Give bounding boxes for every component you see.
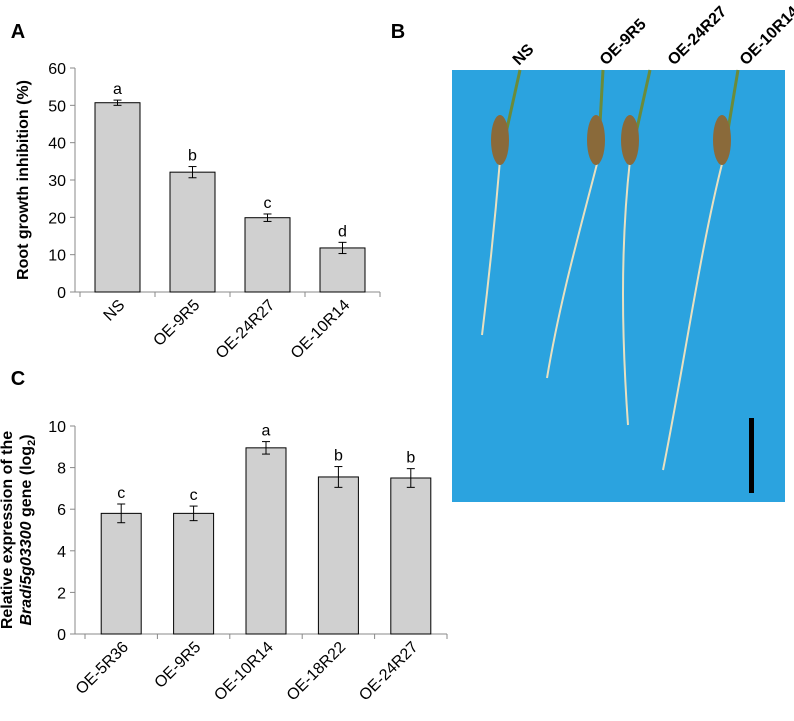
y-tick-label: 50 — [48, 98, 66, 115]
y-tick-label: 8 — [57, 461, 66, 478]
seedlings — [481, 159, 724, 471]
x-tick-label: OE-9R5 — [152, 639, 205, 692]
y-axis-label: Root growth inhibition (%) — [15, 80, 32, 280]
photo-label: OE-24R27 — [665, 3, 731, 69]
y-tick-label: 4 — [57, 544, 66, 561]
panel-label: C — [11, 368, 25, 390]
scale-bar — [749, 418, 754, 493]
significance-letter: a — [262, 423, 271, 440]
x-tick-label: NS — [101, 297, 129, 325]
photo-label: OE-9R5 — [597, 16, 650, 69]
significance-letter: b — [188, 148, 197, 165]
x-tick-label: OE-5R36 — [73, 639, 132, 698]
significance-letter: c — [264, 195, 272, 212]
bar — [245, 447, 287, 635]
y-tick-label: 2 — [57, 585, 66, 602]
bar — [319, 247, 366, 293]
label-text: gene (log — [18, 446, 35, 522]
x-tick-label: OE-10R14 — [288, 297, 354, 363]
y-tick-label: 10 — [48, 419, 66, 436]
panel-label: A — [11, 21, 25, 43]
bar — [94, 102, 141, 293]
y-tick-label: 40 — [48, 136, 66, 153]
x-tick-label: OE-24R27 — [213, 297, 279, 363]
label-text: ) — [18, 434, 35, 439]
bar — [317, 476, 359, 635]
significance-letter: c — [117, 485, 125, 502]
y-axis-label: Relative expression of the — [0, 431, 16, 629]
y-tick-label: 10 — [48, 248, 66, 265]
y-tick-label: 0 — [57, 285, 66, 302]
photo-label: NS — [510, 41, 538, 69]
x-tick-label: OE-24R27 — [356, 639, 422, 705]
bar — [100, 512, 142, 635]
subscript: 2 — [26, 440, 38, 446]
significance-letter: d — [338, 223, 347, 240]
bar — [390, 477, 432, 635]
significance-letter: b — [406, 450, 415, 467]
x-tick-label: OE-9R5 — [150, 297, 203, 350]
gene-name: Bradi5g03300 — [18, 521, 35, 625]
significance-letter: b — [334, 448, 343, 465]
y-tick-label: 6 — [57, 502, 66, 519]
x-tick-label: OE-10R14 — [211, 639, 277, 705]
seeds — [491, 115, 731, 165]
y-tick-label: 20 — [48, 210, 66, 227]
photo-label: OE-10R14 — [737, 3, 794, 69]
significance-letter: a — [113, 81, 122, 98]
y-tick-label: 30 — [48, 173, 66, 190]
bar — [244, 217, 291, 293]
significance-letter: c — [190, 487, 198, 504]
y-tick-label: 0 — [57, 627, 66, 644]
x-tick-label: OE-18R22 — [284, 639, 350, 705]
y-tick-label: 60 — [48, 61, 66, 78]
bar — [173, 512, 215, 635]
bar — [169, 171, 216, 293]
y-axis-label: Bradi5g03300 gene (log2) — [18, 434, 38, 625]
panel-label: B — [391, 21, 405, 43]
